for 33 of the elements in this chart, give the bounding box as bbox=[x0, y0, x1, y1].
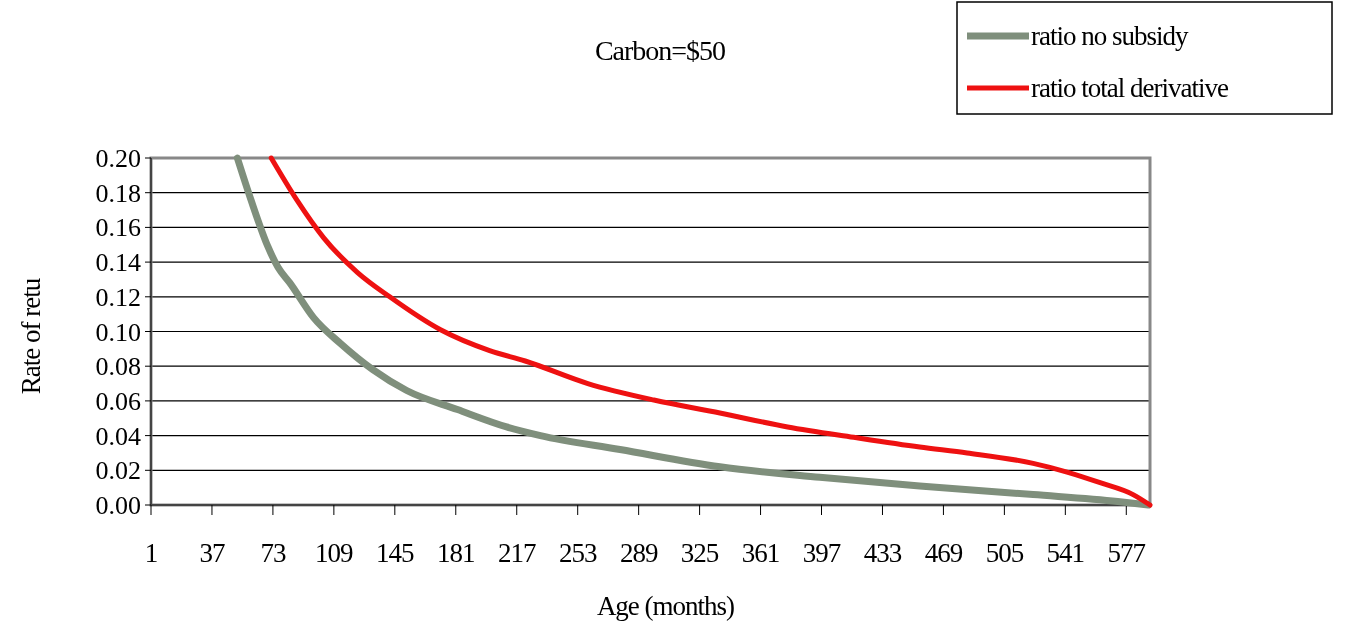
x-tick-label: 505 bbox=[985, 538, 1024, 568]
y-tick-label: 0.18 bbox=[95, 178, 141, 208]
y-tick-label: 0.06 bbox=[95, 386, 141, 416]
x-tick-label: 361 bbox=[741, 538, 780, 568]
y-tick-label: 0.16 bbox=[95, 213, 141, 243]
y-tick-label: 0.20 bbox=[95, 144, 141, 173]
y-tick-label: 0.04 bbox=[95, 421, 141, 451]
x-tick-label: 181 bbox=[437, 538, 475, 568]
x-axis-title: Age (months) bbox=[596, 591, 735, 621]
x-tick-label: 253 bbox=[558, 538, 597, 568]
y-tick-label: 0.00 bbox=[95, 491, 141, 520]
x-tick-label: 325 bbox=[680, 538, 719, 568]
y-tick-label: 0.14 bbox=[95, 248, 141, 278]
x-tick-label: 109 bbox=[315, 538, 354, 568]
y-tick-label: 0.12 bbox=[95, 282, 141, 312]
x-tick-label: 433 bbox=[863, 538, 902, 568]
x-tick-label: 289 bbox=[619, 538, 658, 568]
x-tick-label: 469 bbox=[924, 538, 963, 568]
x-tick-label: 1 bbox=[144, 538, 158, 568]
x-tick-label: 73 bbox=[260, 538, 286, 568]
x-tick-label: 217 bbox=[497, 538, 536, 568]
x-tick-label: 145 bbox=[376, 538, 415, 568]
x-tick-label: 577 bbox=[1107, 538, 1146, 568]
y-axis-title: Rate of retu bbox=[16, 277, 46, 395]
y-tick-label: 0.08 bbox=[95, 352, 141, 382]
legend-label: ratio total derivative bbox=[1031, 73, 1229, 103]
x-tick-label: 541 bbox=[1046, 538, 1085, 568]
y-tick-label: 0.02 bbox=[95, 456, 141, 486]
x-tick-label: 37 bbox=[199, 538, 225, 568]
legend-label: ratio no subsidy bbox=[1031, 21, 1189, 51]
x-tick-label: 397 bbox=[802, 538, 841, 568]
chart-title: Carbon=$50 bbox=[594, 35, 726, 66]
y-tick-label: 0.10 bbox=[95, 317, 141, 347]
